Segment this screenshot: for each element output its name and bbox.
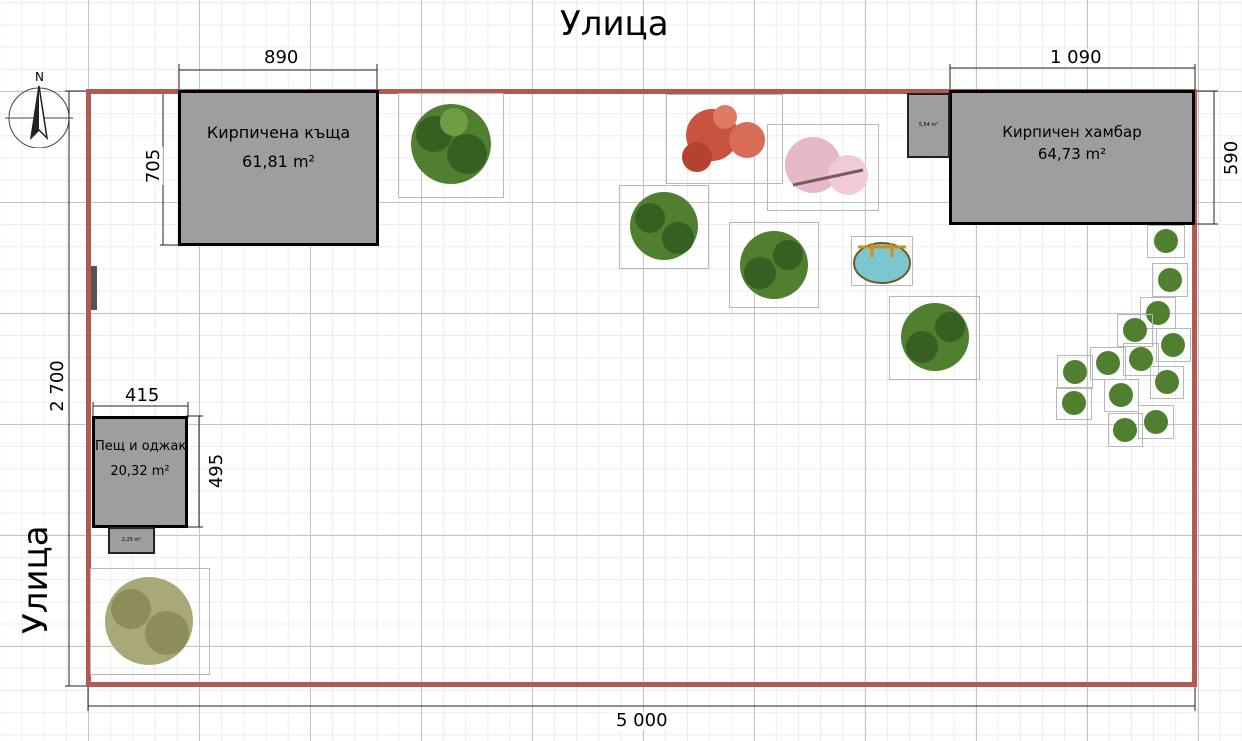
shrub-icon: [1109, 383, 1133, 407]
oven-annex-area: 2,25 m²: [121, 537, 142, 543]
street-label-left: Улица: [16, 525, 56, 634]
brick-barn[interactable]: Кирпичен хамбар 64,73 m²: [949, 90, 1195, 225]
red-maple-icon: [682, 105, 765, 172]
shrub-8[interactable]: [1057, 355, 1093, 389]
gate-marker[interactable]: [91, 266, 97, 310]
street-label-top: Улица: [560, 4, 669, 44]
shrub-icon: [1154, 229, 1178, 253]
tree-box-4[interactable]: [889, 296, 980, 380]
pond-icon: [853, 242, 911, 284]
barn-annex-area: 5,54 m²: [918, 122, 939, 128]
olive-tree-icon: [105, 577, 193, 665]
shrub-icon: [1129, 347, 1153, 371]
barn-width-label: 1 090: [1048, 47, 1104, 68]
shrub-icon: [1155, 370, 1179, 394]
brick-house-name: Кирпичена къща: [206, 123, 351, 142]
shrub-7[interactable]: [1090, 347, 1126, 380]
tree-box-2[interactable]: [619, 185, 709, 269]
house-width-label: 890: [262, 47, 301, 68]
shrub-icon: [1123, 318, 1147, 342]
shrub-icon: [1144, 410, 1168, 434]
shrub-9[interactable]: [1150, 366, 1184, 399]
cherry-blossom-icon: [785, 137, 868, 195]
tree-box-red[interactable]: [666, 94, 783, 184]
tree-icon: [740, 231, 808, 299]
tree-box-pink[interactable]: [767, 124, 879, 211]
compass-icon: N: [5, 70, 73, 148]
oven-name: Пещ и оджак: [95, 439, 187, 454]
shrub-11[interactable]: [1056, 387, 1092, 420]
tree-box-1[interactable]: [398, 93, 504, 198]
brick-barn-area: 64,73 m²: [1037, 145, 1107, 163]
brick-house-area: 61,81 m²: [242, 152, 315, 171]
shrub-1[interactable]: [1147, 225, 1185, 258]
shrub-5[interactable]: [1156, 328, 1191, 362]
shrub-icon: [1158, 268, 1182, 292]
shrub-4[interactable]: [1117, 314, 1153, 347]
shrub-13[interactable]: [1108, 413, 1143, 447]
oven-width-label: 415: [125, 385, 160, 406]
shrub-12[interactable]: [1138, 405, 1174, 439]
tree-box-olive[interactable]: [90, 568, 210, 675]
brick-house[interactable]: Кирпичена къща 61,81 m²: [178, 90, 379, 246]
tree-icon: [901, 303, 969, 371]
compass-north-label: N: [35, 70, 44, 84]
plot-boundary[interactable]: [86, 89, 1197, 687]
tree-icon: [411, 104, 491, 184]
shrub-6[interactable]: [1123, 343, 1159, 376]
brick-barn-name: Кирпичен хамбар: [1002, 123, 1142, 141]
pond-box[interactable]: [851, 236, 913, 286]
shrub-2[interactable]: [1152, 263, 1188, 297]
oven-area: 20,32 m²: [110, 464, 170, 479]
oven-height-label: 495: [206, 453, 228, 489]
shrub-icon: [1096, 351, 1120, 375]
oven-and-hearth[interactable]: Пещ и оджак 20,32 m²: [92, 416, 188, 528]
oven-annex[interactable]: 2,25 m²: [108, 527, 155, 554]
barn-height-label: 590: [1221, 138, 1242, 178]
plot-height-label: 2 700: [46, 358, 68, 414]
plot-width-label: 5 000: [614, 710, 670, 731]
house-height-label: 705: [143, 146, 165, 186]
tree-box-3[interactable]: [729, 222, 819, 308]
tree-icon: [630, 192, 698, 260]
barn-annex[interactable]: 5,54 m²: [907, 93, 950, 158]
shrub-icon: [1062, 391, 1086, 415]
shrub-10[interactable]: [1104, 379, 1139, 412]
shrub-icon: [1063, 360, 1087, 384]
shrub-icon: [1161, 333, 1185, 357]
shrub-icon: [1113, 418, 1137, 442]
